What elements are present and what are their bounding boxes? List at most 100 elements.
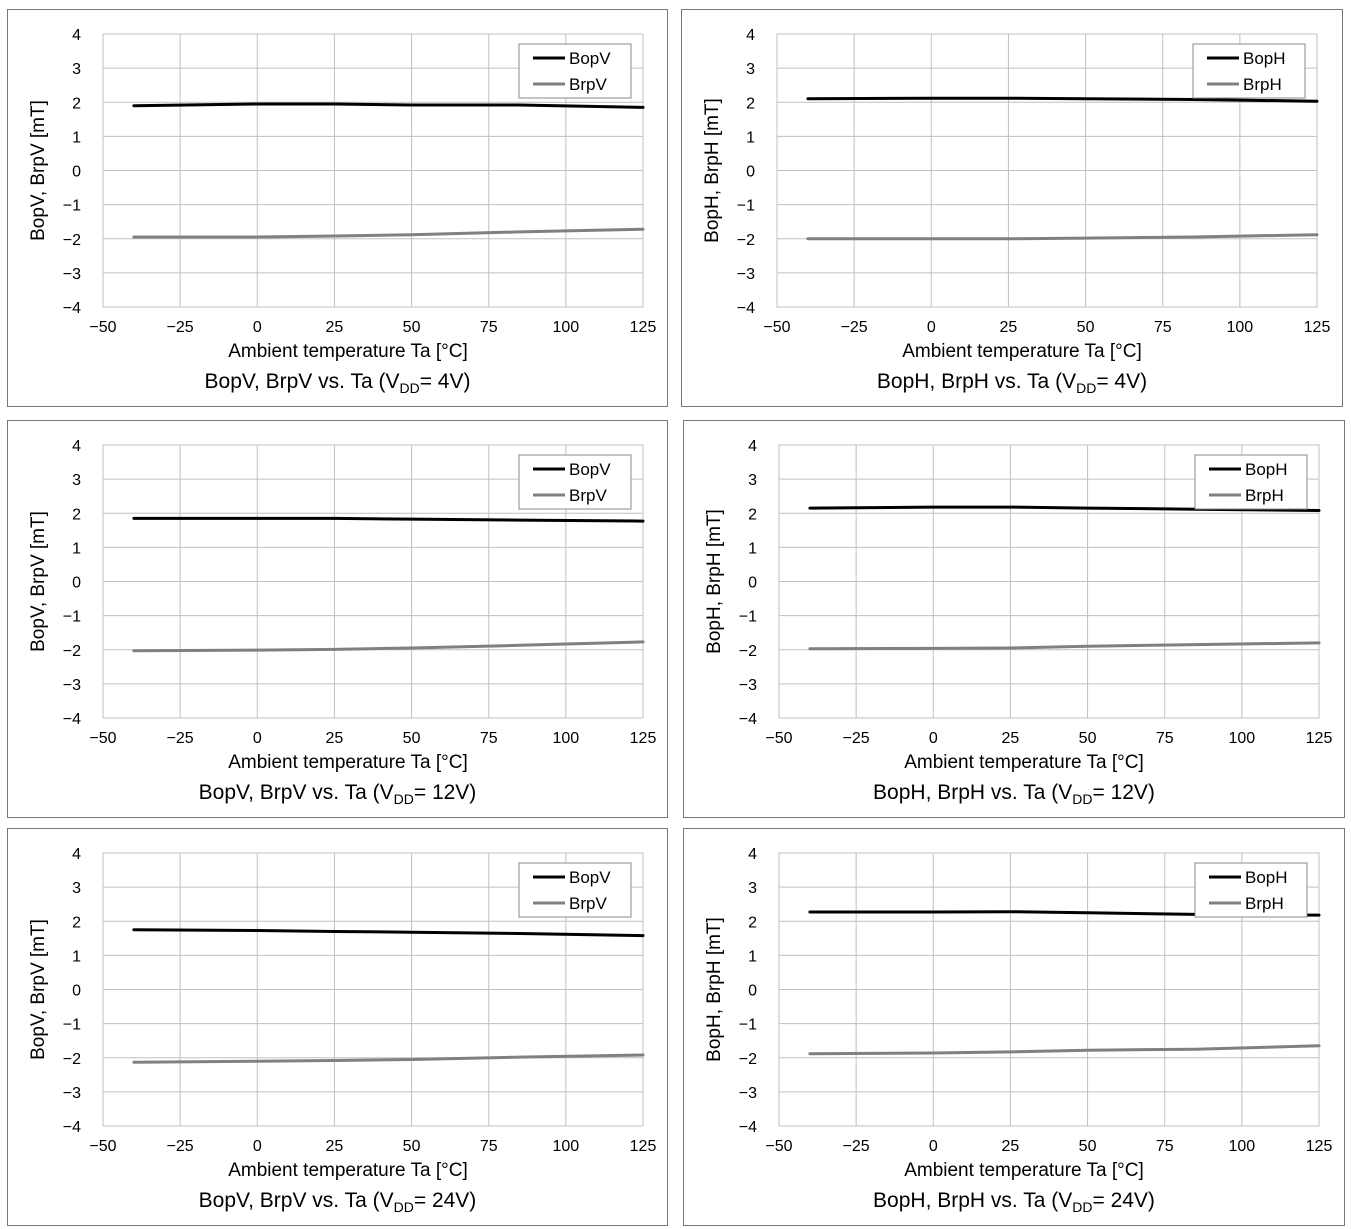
y-tick-label: −1 [739, 1017, 757, 1034]
series-line-brph [808, 641, 1321, 651]
y-tick-label: 1 [748, 540, 757, 557]
y-tick-label: −4 [63, 300, 81, 317]
legend: BopV BrpV [518, 454, 632, 510]
chart-panel: −50 −25 0 25 50 75 100 125 4 3 2 1 0 −1 −2 −3 −4 Ambient … [681, 9, 1343, 407]
y-tick-label: −4 [737, 300, 755, 317]
chart-svg: −50 −25 0 25 50 75 100 125 4 3 2 1 0 −1 −2 −3 −4 Ambient … [28, 846, 657, 1181]
caption-subscript: DD [393, 1199, 414, 1215]
legend: BopV BrpV [518, 43, 632, 99]
y-tick-label: 0 [748, 983, 757, 1000]
series-line-bopv [132, 102, 645, 109]
caption-text: BopH, BrpH vs. Ta (V [873, 781, 1073, 804]
y-tick-label: 1 [72, 129, 81, 146]
x-tick-label: 125 [630, 319, 657, 336]
series-line-bopv [132, 516, 645, 523]
legend-label: BopV [569, 868, 611, 887]
x-tick-label: 125 [1306, 1138, 1333, 1155]
x-tick-label: 100 [553, 1138, 580, 1155]
y-tick-label: 0 [748, 575, 757, 592]
chart-svg: −50 −25 0 25 50 75 100 125 4 3 2 1 0 −1 −2 −3 −4 Ambient … [704, 846, 1333, 1181]
y-tick-label: −2 [737, 232, 755, 249]
y-tick-label: 3 [746, 61, 755, 78]
y-tick-label: 2 [72, 506, 81, 523]
caption-text: BopV, BrpV vs. Ta (V [204, 370, 400, 393]
legend-label: BopV [569, 460, 611, 479]
series-line-brph [806, 233, 1319, 241]
x-tick-label: 25 [326, 730, 344, 747]
x-tick-label: 50 [403, 319, 421, 336]
caption-text-end: = 12V) [1092, 781, 1155, 804]
x-axis-title: Ambient temperature Ta [°C] [904, 1160, 1144, 1181]
x-tick-label: −50 [89, 1138, 116, 1155]
chart-caption: BopV, BrpV vs. Ta (VDD= 24V) [8, 1189, 667, 1215]
chart-svg: −50 −25 0 25 50 75 100 125 4 3 2 1 0 −1 −2 −3 −4 Ambient … [28, 27, 657, 362]
x-tick-label: −50 [765, 1138, 792, 1155]
legend-label: BrpH [1243, 75, 1282, 94]
x-tick-label: 50 [1079, 730, 1097, 747]
y-tick-label: −3 [739, 677, 757, 694]
y-tick-label: −3 [739, 1085, 757, 1102]
chart-caption: BopV, BrpV vs. Ta (VDD= 4V) [8, 370, 667, 396]
legend-label: BrpV [569, 75, 607, 94]
x-tick-label: −50 [89, 730, 116, 747]
x-tick-label: −25 [843, 730, 870, 747]
y-tick-label: −3 [737, 266, 755, 283]
x-tick-label: 0 [253, 730, 262, 747]
x-tick-label: 50 [403, 1138, 421, 1155]
y-tick-label: 2 [72, 95, 81, 112]
y-tick-label: 1 [72, 948, 81, 965]
caption-subscript: DD [393, 791, 414, 807]
x-tick-label: 0 [929, 730, 938, 747]
legend-label: BrpV [569, 894, 607, 913]
y-tick-label: −3 [63, 1085, 81, 1102]
series-line-boph [806, 96, 1319, 103]
x-tick-label: −25 [167, 1138, 194, 1155]
y-tick-label: 1 [748, 948, 757, 965]
caption-subscript: DD [1072, 791, 1093, 807]
x-tick-label: 75 [480, 319, 498, 336]
legend-label: BopH [1245, 868, 1288, 887]
x-tick-label: 100 [1227, 319, 1254, 336]
caption-text-end: = 4V) [1096, 370, 1148, 393]
x-tick-label: 75 [1156, 1138, 1174, 1155]
y-tick-label: −1 [63, 609, 81, 626]
plot-area [778, 852, 1320, 1127]
legend-box [1194, 454, 1308, 510]
y-tick-label: −1 [739, 609, 757, 626]
x-tick-label: 0 [253, 1138, 262, 1155]
y-tick-label: 1 [72, 540, 81, 557]
series-line-brpv [132, 640, 645, 653]
x-tick-label: 0 [253, 319, 262, 336]
y-tick-label: 4 [746, 27, 755, 44]
chart-caption: BopH, BrpH vs. Ta (VDD= 4V) [682, 370, 1342, 396]
y-tick-label: 4 [748, 438, 757, 455]
legend: BopH BrpH [1194, 862, 1308, 918]
chart-panel: −50 −25 0 25 50 75 100 125 4 3 2 1 0 −1 −2 −3 −4 Ambient … [683, 828, 1345, 1226]
caption-text: BopV, BrpV vs. Ta (V [198, 1189, 394, 1212]
x-tick-label: 75 [480, 1138, 498, 1155]
x-axis-title: Ambient temperature Ta [°C] [902, 341, 1142, 362]
y-tick-label: −2 [739, 1051, 757, 1068]
y-tick-label: 3 [72, 472, 81, 489]
x-tick-label: −50 [765, 730, 792, 747]
series-line-brpv [132, 227, 645, 239]
caption-text-end: = 12V) [413, 781, 477, 804]
chart-caption: BopH, BrpH vs. Ta (VDD= 24V) [684, 1189, 1344, 1215]
y-tick-label: 0 [72, 983, 81, 1000]
y-axis-title: BopV, BrpV [mT] [28, 511, 49, 652]
plot-area [102, 33, 644, 308]
y-tick-label: 3 [72, 61, 81, 78]
chart-caption: BopV, BrpV vs. Ta (VDD= 12V) [8, 781, 667, 807]
x-tick-label: 25 [1002, 1138, 1020, 1155]
y-axis-title: BopV, BrpV [mT] [28, 919, 49, 1060]
y-tick-label: 2 [748, 506, 757, 523]
caption-text: BopH, BrpH vs. Ta (V [873, 1189, 1073, 1212]
y-tick-label: 4 [748, 846, 757, 863]
caption-text-end: = 24V) [413, 1189, 477, 1212]
x-tick-label: 125 [630, 1138, 657, 1155]
y-tick-label: −2 [739, 643, 757, 660]
legend-label: BrpH [1245, 486, 1284, 505]
legend-label: BopH [1245, 460, 1288, 479]
chart-caption: BopH, BrpH vs. Ta (VDD= 12V) [684, 781, 1344, 807]
y-tick-label: 1 [746, 129, 755, 146]
